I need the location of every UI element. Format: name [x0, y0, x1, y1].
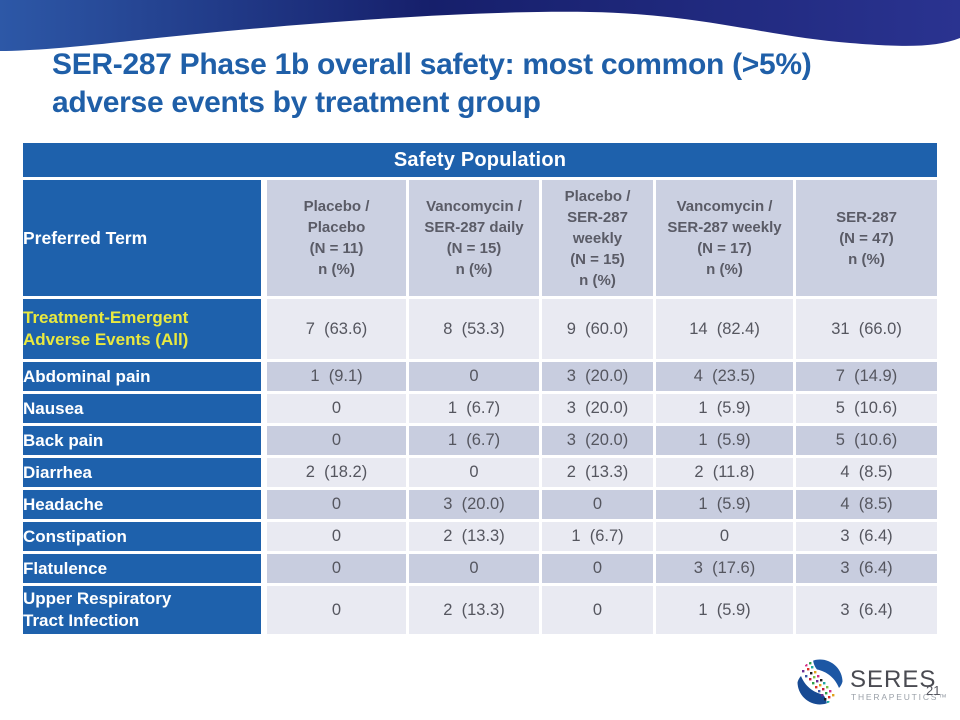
data-cell: 3 (6.4): [796, 554, 937, 583]
data-cell: 1 (5.9): [656, 426, 793, 455]
data-cell: 9 (60.0): [542, 299, 653, 359]
seres-brand-text: SERES: [850, 666, 937, 693]
table-row-upper-respiratory: Upper Respiratory Tract Infection 0 2 (1…: [23, 586, 937, 634]
table-row-headache: Headache 0 3 (20.0) 0 1 (5.9) 4 (8.5): [23, 490, 937, 519]
data-cell: 0: [264, 394, 406, 423]
data-cell: 3 (6.4): [796, 522, 937, 551]
title-line-1: SER-287 Phase 1b overall safety: most co…: [52, 48, 812, 81]
data-cell: 14 (82.4): [656, 299, 793, 359]
data-cell: 2 (13.3): [409, 522, 539, 551]
safety-table: Safety Population Preferred Term Placebo…: [20, 140, 940, 637]
top-banner: [0, 0, 960, 60]
data-cell: 0: [542, 554, 653, 583]
data-cell: 3 (6.4): [796, 586, 937, 634]
row-label: Back pain: [23, 426, 261, 455]
row-label: Diarrhea: [23, 458, 261, 487]
data-cell: 3 (20.0): [409, 490, 539, 519]
data-cell: 1 (5.9): [656, 490, 793, 519]
data-cell: 5 (10.6): [796, 394, 937, 423]
row-label: Headache: [23, 490, 261, 519]
row-label: Treatment-Emergent Adverse Events (All): [23, 299, 261, 359]
row-label: Flatulence: [23, 554, 261, 583]
data-cell: 2 (13.3): [409, 586, 539, 634]
data-cell: 2 (18.2): [264, 458, 406, 487]
data-cell: 4 (8.5): [796, 490, 937, 519]
table-banner: Safety Population: [23, 143, 937, 177]
data-cell: 8 (53.3): [409, 299, 539, 359]
data-cell: 1 (9.1): [264, 362, 406, 391]
data-cell: 4 (8.5): [796, 458, 937, 487]
data-cell: 7 (14.9): [796, 362, 937, 391]
data-cell: 1 (6.7): [409, 426, 539, 455]
data-cell: 0: [409, 362, 539, 391]
table-row-flatulence: Flatulence 0 0 0 3 (17.6) 3 (6.4): [23, 554, 937, 583]
data-cell: 0: [264, 522, 406, 551]
data-cell: 0: [264, 426, 406, 455]
data-cell: 1 (5.9): [656, 394, 793, 423]
slide-title: SER-287 Phase 1b overall safety: most co…: [52, 46, 812, 122]
data-cell: 0: [264, 490, 406, 519]
data-cell: 2 (11.8): [656, 458, 793, 487]
column-header-ser287-total: SER-287 (N = 47) n (%): [796, 180, 937, 296]
data-cell: 0: [264, 586, 406, 634]
table-row-diarrhea: Diarrhea 2 (18.2) 0 2 (13.3) 2 (11.8) 4 …: [23, 458, 937, 487]
title-line-2: adverse events by treatment group: [52, 86, 541, 119]
column-header-placebo-ser287-weekly: Placebo / SER-287 weekly (N = 15) n (%): [542, 180, 653, 296]
table-banner-row: Safety Population: [23, 143, 937, 177]
column-header-preferred-term: Preferred Term: [23, 180, 261, 296]
data-cell: 0: [656, 522, 793, 551]
data-cell: 0: [542, 586, 653, 634]
row-label: Upper Respiratory Tract Infection: [23, 586, 261, 634]
data-cell: 3 (20.0): [542, 394, 653, 423]
data-cell: 2 (13.3): [542, 458, 653, 487]
data-cell: 0: [264, 554, 406, 583]
table-row-teae: Treatment-Emergent Adverse Events (All) …: [23, 299, 937, 359]
data-cell: 4 (23.5): [656, 362, 793, 391]
column-header-vanco-ser287-daily: Vancomycin / SER-287 daily (N = 15) n (%…: [409, 180, 539, 296]
table-row-back-pain: Back pain 0 1 (6.7) 3 (20.0) 1 (5.9) 5 (…: [23, 426, 937, 455]
column-header-vanco-ser287-weekly: Vancomycin / SER-287 weekly (N = 17) n (…: [656, 180, 793, 296]
data-cell: 1 (5.9): [656, 586, 793, 634]
data-cell: 0: [409, 554, 539, 583]
wave-graphic: [0, 0, 960, 51]
data-cell: 1 (6.7): [542, 522, 653, 551]
row-label: Nausea: [23, 394, 261, 423]
table-header-row: Preferred Term Placebo / Placebo (N = 11…: [23, 180, 937, 296]
table-row-nausea: Nausea 0 1 (6.7) 3 (20.0) 1 (5.9) 5 (10.…: [23, 394, 937, 423]
data-cell: 5 (10.6): [796, 426, 937, 455]
row-label: Abdominal pain: [23, 362, 261, 391]
data-cell: 1 (6.7): [409, 394, 539, 423]
data-cell: 3 (20.0): [542, 362, 653, 391]
data-cell: 31 (66.0): [796, 299, 937, 359]
data-cell: 0: [542, 490, 653, 519]
page-number: 21: [926, 683, 941, 698]
seres-brand-subtext: THERAPEUTICS™: [851, 692, 949, 702]
data-cell: 0: [409, 458, 539, 487]
seres-logo-icon: [797, 659, 843, 705]
table-row-constipation: Constipation 0 2 (13.3) 1 (6.7) 0 3 (6.4…: [23, 522, 937, 551]
column-header-placebo-placebo: Placebo / Placebo (N = 11) n (%): [264, 180, 406, 296]
table-row-abdominal-pain: Abdominal pain 1 (9.1) 0 3 (20.0) 4 (23.…: [23, 362, 937, 391]
row-label: Constipation: [23, 522, 261, 551]
data-cell: 3 (17.6): [656, 554, 793, 583]
data-cell: 7 (63.6): [264, 299, 406, 359]
data-cell: 3 (20.0): [542, 426, 653, 455]
